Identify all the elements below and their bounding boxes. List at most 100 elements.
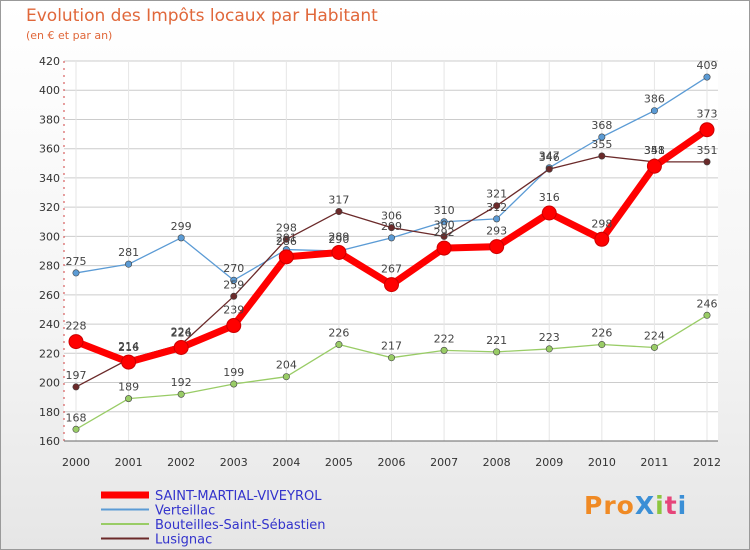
data-point: [646, 158, 662, 174]
data-point: [387, 354, 395, 362]
data-point: [125, 395, 133, 403]
data-point: [436, 240, 452, 256]
data-point: [384, 277, 399, 293]
y-tick-label: 280: [39, 260, 60, 273]
data-label: 286: [276, 235, 297, 248]
data-point: [230, 380, 238, 388]
data-point: [703, 73, 711, 81]
data-point: [230, 292, 238, 300]
data-label: 373: [697, 108, 718, 121]
x-tick-label: 2003: [220, 456, 248, 469]
data-label: 299: [171, 220, 192, 233]
data-label: 228: [66, 320, 87, 333]
data-label: 239: [223, 304, 244, 317]
data-point: [440, 346, 448, 354]
data-label: 368: [591, 119, 612, 132]
y-tick-label: 360: [39, 143, 60, 156]
data-label: 348: [644, 144, 665, 157]
x-tick-label: 2000: [62, 456, 90, 469]
logo-letter: o: [616, 491, 635, 520]
chart-subtitle: (en € et par an): [26, 29, 113, 42]
y-tick-label: 160: [39, 435, 60, 448]
data-point: [440, 218, 448, 226]
data-point: [650, 343, 658, 351]
x-tick-label: 2001: [115, 456, 143, 469]
data-point: [699, 122, 715, 138]
data-point: [226, 318, 242, 334]
data-point: [335, 208, 343, 216]
data-point: [703, 158, 711, 166]
data-point: [650, 107, 658, 115]
data-point: [282, 373, 290, 381]
chart-title: Evolution des Impôts locaux par Habitant: [26, 6, 378, 26]
data-point: [335, 341, 343, 349]
logo-letter: t: [664, 491, 678, 520]
legend-label: SAINT-MARTIAL-VIVEYROL: [155, 489, 322, 504]
legend-label: Bouteilles-Saint-Sébastien: [155, 518, 326, 533]
data-label: 217: [381, 340, 402, 353]
y-tick-label: 240: [39, 318, 60, 331]
data-point: [125, 260, 133, 268]
data-label: 197: [66, 369, 87, 382]
data-label: 224: [171, 325, 192, 338]
y-tick-label: 220: [39, 347, 60, 360]
legend-label: Lusignac: [155, 533, 212, 548]
data-point: [278, 249, 294, 265]
logo-letter: i: [655, 491, 665, 520]
data-point: [440, 232, 448, 240]
data-label: 168: [66, 411, 87, 424]
data-label: 292: [434, 226, 455, 239]
y-tick-label: 200: [39, 377, 60, 390]
x-tick-label: 2009: [535, 456, 563, 469]
x-tick-label: 2007: [430, 456, 458, 469]
logo-letter: r: [603, 491, 617, 520]
proxiti-logo: ProXiti: [584, 491, 687, 520]
data-point: [545, 165, 553, 173]
data-label: 386: [644, 93, 665, 106]
data-point: [387, 224, 395, 232]
data-point: [493, 215, 501, 223]
data-label: 289: [328, 230, 349, 243]
y-tick-label: 400: [39, 84, 60, 97]
data-label: 221: [486, 334, 507, 347]
data-point: [177, 390, 185, 398]
data-point: [545, 345, 553, 353]
data-point: [68, 334, 84, 350]
data-label: 346: [539, 151, 560, 164]
data-label: 226: [591, 327, 612, 340]
data-label: 317: [328, 194, 349, 207]
x-tick-label: 2002: [167, 456, 195, 469]
data-point: [282, 235, 290, 243]
data-label: 199: [223, 366, 244, 379]
data-label: 355: [591, 138, 612, 151]
data-label: 298: [591, 217, 612, 230]
logo-letter: X: [634, 491, 656, 520]
data-point: [489, 239, 505, 255]
data-label: 409: [697, 59, 718, 72]
data-label: 310: [434, 204, 455, 217]
y-tick-label: 180: [39, 406, 60, 419]
y-tick-label: 260: [39, 289, 60, 302]
y-tick-label: 300: [39, 230, 60, 243]
x-tick-label: 2011: [640, 456, 668, 469]
x-tick-label: 2004: [272, 456, 300, 469]
data-point: [594, 231, 610, 247]
data-label: 300: [434, 218, 455, 231]
data-label: 351: [644, 144, 665, 157]
data-label: 281: [118, 246, 139, 259]
data-label: 226: [328, 327, 349, 340]
logo-letter: P: [584, 491, 604, 520]
data-label: 192: [171, 376, 192, 389]
data-label: 316: [539, 191, 560, 204]
data-label: 267: [381, 263, 402, 276]
data-label: 222: [434, 332, 455, 345]
x-tick-label: 2006: [378, 456, 406, 469]
data-label: 226: [171, 327, 192, 340]
data-label: 298: [276, 221, 297, 234]
data-point: [493, 202, 501, 210]
data-point: [72, 425, 80, 433]
data-point: [72, 269, 80, 277]
y-tick-label: 320: [39, 201, 60, 214]
